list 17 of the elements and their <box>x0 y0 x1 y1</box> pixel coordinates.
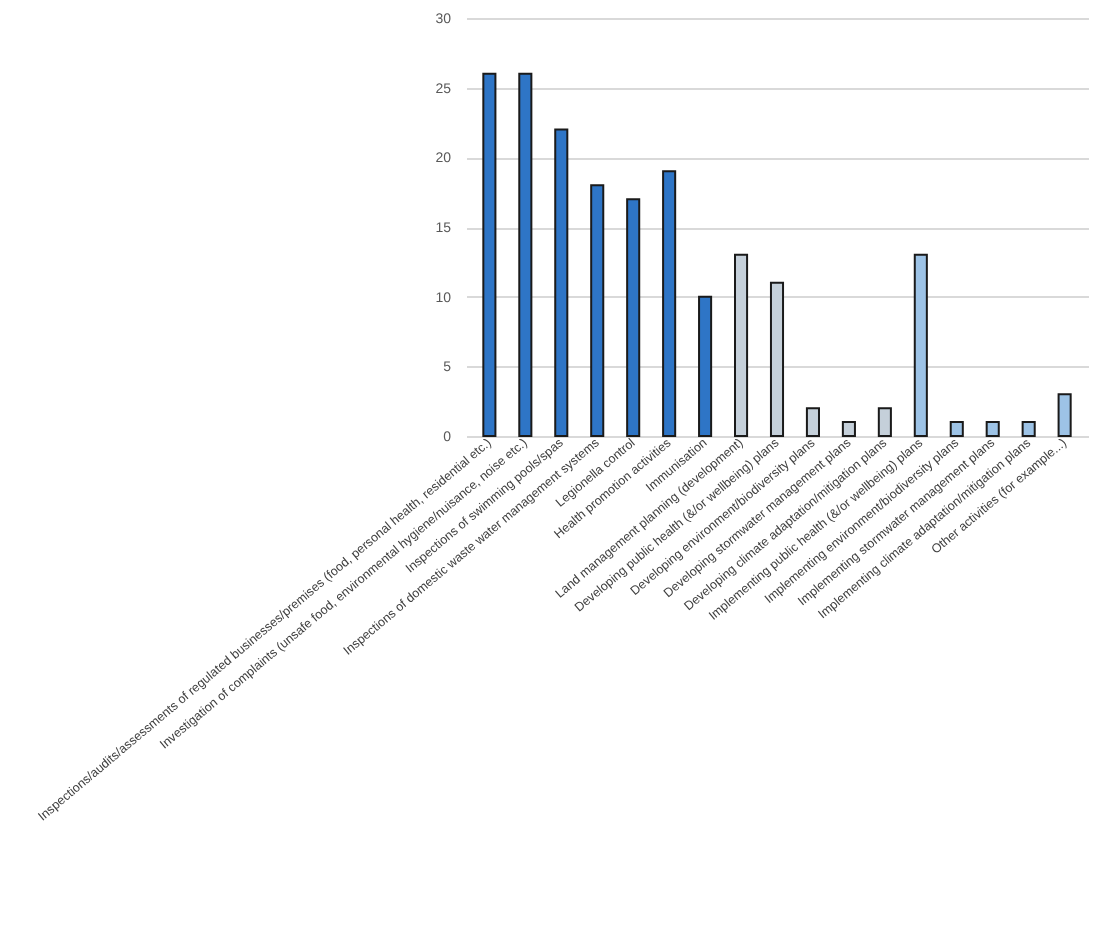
bar <box>482 72 497 437</box>
bar <box>626 198 641 437</box>
bar <box>805 407 820 437</box>
bar <box>554 128 569 437</box>
bar <box>1021 421 1036 437</box>
bar <box>518 72 533 437</box>
bar <box>949 421 964 437</box>
bar <box>698 295 713 437</box>
bar <box>1057 393 1072 437</box>
bar <box>913 253 928 437</box>
bar <box>841 421 856 437</box>
bar <box>734 253 749 437</box>
bar <box>590 184 605 437</box>
bar <box>877 407 892 437</box>
bar <box>662 170 677 437</box>
bar <box>769 281 785 437</box>
bar <box>985 421 1000 437</box>
